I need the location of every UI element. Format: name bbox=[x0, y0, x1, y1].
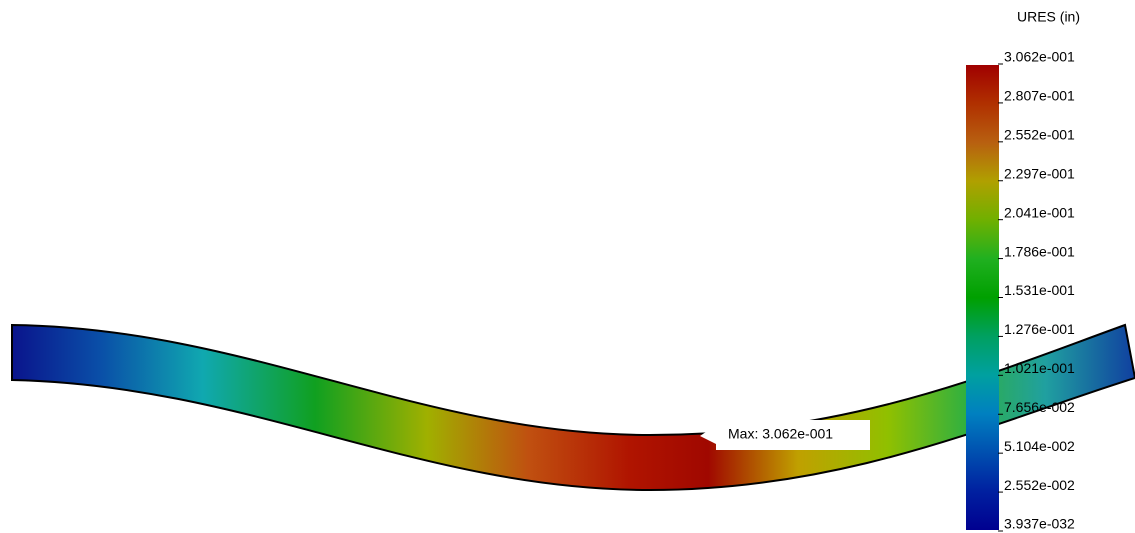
max-callout: Max: 3.062e-001 bbox=[700, 420, 870, 450]
legend-label: 1.021e-001 bbox=[1004, 360, 1075, 376]
legend-label: 2.552e-002 bbox=[1004, 477, 1075, 493]
legend-labels: 3.062e-001 2.807e-001 2.552e-001 2.297e-001… bbox=[998, 49, 1075, 532]
color-scale bbox=[966, 65, 999, 530]
legend-label: 3.937e-032 bbox=[1004, 516, 1075, 532]
result-plot: Max: 3.062e-001 URES (in) 3.062e-001 2.80… bbox=[0, 0, 1135, 533]
legend-label: 2.041e-001 bbox=[1004, 204, 1075, 220]
legend-label: 1.786e-001 bbox=[1004, 243, 1075, 259]
page: Max: 3.062e-001 URES (in) 3.062e-001 2.80… bbox=[0, 0, 1135, 533]
legend-label: 1.531e-001 bbox=[1004, 282, 1075, 298]
legend-label: 2.552e-001 bbox=[1004, 127, 1075, 143]
legend-label: 3.062e-001 bbox=[1004, 49, 1075, 65]
legend-label: 7.656e-002 bbox=[1004, 399, 1075, 415]
legend-title: URES (in) bbox=[1017, 9, 1080, 25]
legend-label: 1.276e-001 bbox=[1004, 321, 1075, 337]
legend-label: 2.807e-001 bbox=[1004, 88, 1075, 104]
legend-label: 2.297e-001 bbox=[1004, 165, 1075, 181]
callout-label: Max: 3.062e-001 bbox=[728, 426, 833, 442]
legend-label: 5.104e-002 bbox=[1004, 438, 1075, 454]
